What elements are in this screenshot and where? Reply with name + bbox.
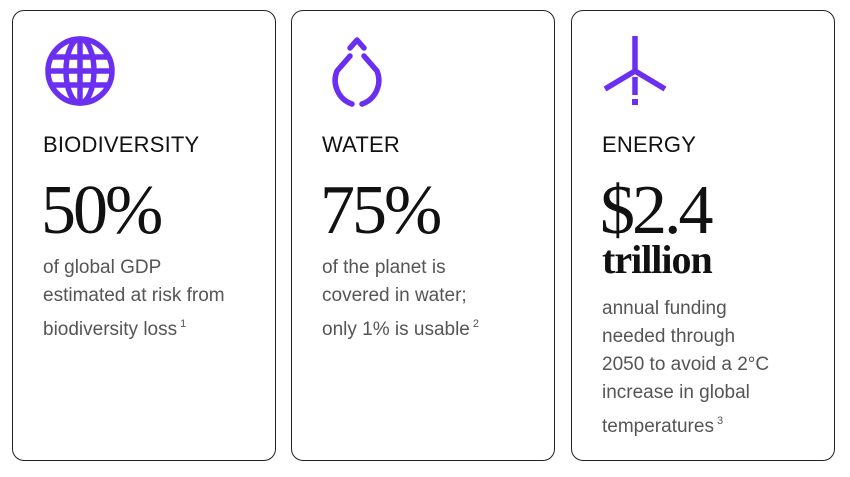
energy-icon [603, 36, 667, 105]
description-line: needed through [602, 326, 736, 347]
description-line: of the planet is [322, 257, 446, 278]
card-title: BIODIVERSITY [43, 132, 200, 157]
card: BIODIVERSITY 50% of global GDP estimated… [12, 10, 276, 461]
globe-icon [45, 36, 115, 106]
description-line: annual funding [602, 298, 727, 319]
stat: 50% [41, 172, 163, 249]
water-icon [332, 37, 382, 107]
description-line: temperatures [602, 416, 714, 437]
description-line: 2050 to avoid a 2°C [602, 354, 770, 375]
description: annual funding needed through 2050 to av… [602, 295, 769, 441]
footnote: 3 [716, 415, 724, 427]
description-line: increase in global [602, 382, 750, 403]
footnote: 2 [472, 318, 479, 330]
description: of the planet is covered in water; only … [322, 254, 479, 344]
card-title: ENERGY [602, 132, 697, 157]
card: WATER 75% of the planet is covered in wa… [291, 10, 555, 461]
card-title: WATER [322, 132, 400, 157]
description-line: covered in water; [322, 285, 467, 306]
description-line: biodiversity loss [43, 319, 178, 340]
stat-unit: trillion [602, 237, 713, 282]
card: ENERGY $2.4 trillion annual funding need… [571, 10, 835, 461]
footnote: 1 [180, 318, 187, 330]
description-line: only 1% is usable [322, 319, 470, 340]
stat: 75% [320, 172, 442, 249]
stat: $2.4 [600, 172, 713, 249]
description-line: estimated at risk from [43, 285, 225, 306]
description-line: of global GDP [43, 257, 162, 278]
description: of global GDP estimated at risk from bio… [43, 254, 225, 344]
